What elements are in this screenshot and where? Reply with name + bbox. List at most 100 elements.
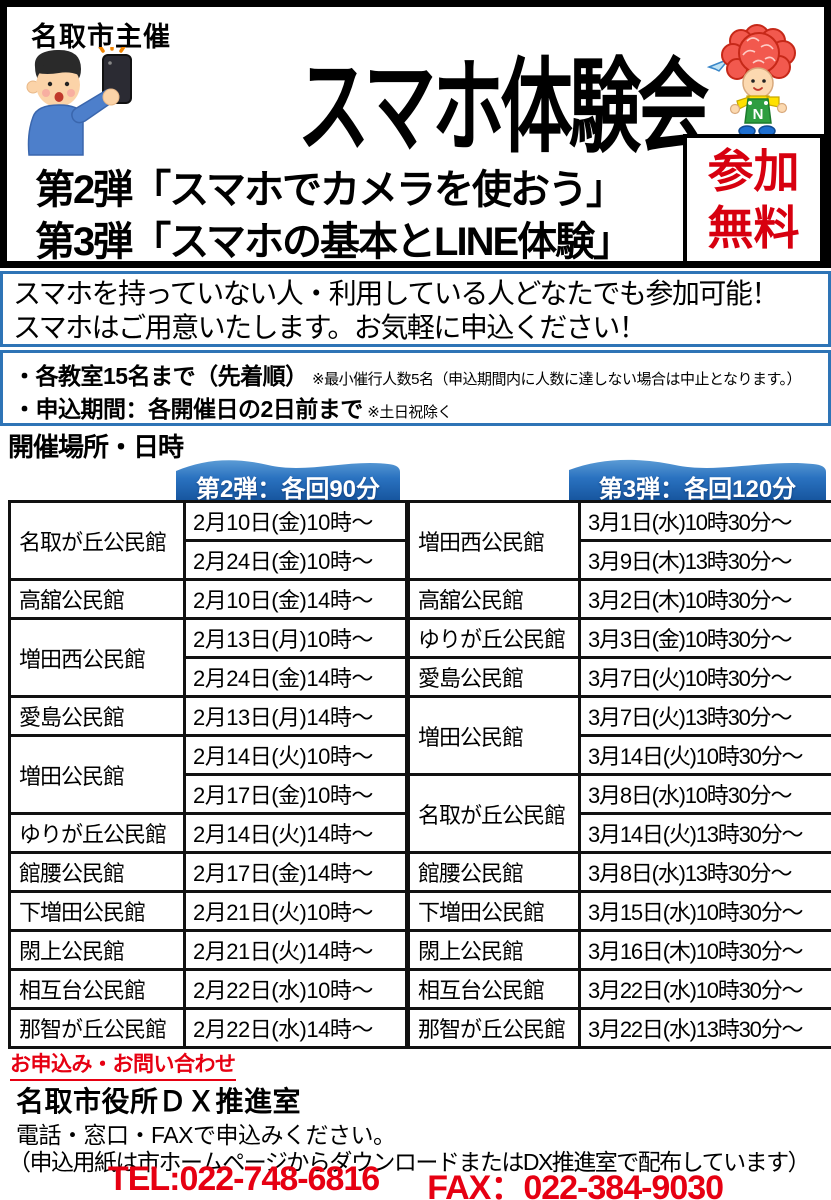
time-cell: 2月10日(金)14時～ (183, 578, 408, 620)
table-row: 下増田公民館 2月21日(火)10時～ (8, 890, 408, 932)
ribbon-wave-shape (176, 460, 400, 500)
time-cell: 2月14日(火)10時～ (183, 734, 408, 776)
table-row: 愛島公民館 3月7日(火)10時30分～ (407, 656, 831, 698)
schedule-heading: 開催場所・日時 (8, 432, 184, 462)
fax-number: FAX：022-384-9030 (427, 1160, 724, 1200)
location-cell: 館腰公民館 (407, 851, 581, 893)
time-cell: 3月15日(水)10時30分～ (578, 890, 831, 932)
time-cell: 3月3日(金)10時30分～ (578, 617, 831, 659)
table-row: 増田西公民館 3月1日(水)10時30分～ (407, 500, 831, 581)
location-cell: 下増田公民館 (8, 890, 186, 932)
session2-schedule-table: 名取が丘公民館 2月10日(金)10時～ 2月24日(金)10時～ 高舘公民館 2月10… (8, 500, 408, 1049)
ribbon-wave-shape (569, 459, 826, 500)
table-row: 相互台公民館 3月22日(水)10時30分～ (407, 968, 831, 1010)
time-cell: 2月10日(金)10時～ (183, 500, 408, 542)
session2-ribbon-label: 第2弾：各回90分 (195, 476, 381, 503)
location-cell: 名取が丘公民館 (8, 500, 186, 581)
table-row: 閖上公民館 2月21日(火)14時～ (8, 929, 408, 971)
location-cell: ゆりが丘公民館 (8, 812, 186, 854)
table-row: 3月9日(木)13時30分～ (409, 539, 831, 581)
subtitle-session3: 第3弾「スマホの基本とLINE体験」 (35, 220, 633, 264)
location-cell: 那智が丘公民館 (407, 1007, 581, 1049)
table-row: 館腰公民館 2月17日(金)14時～ (8, 851, 408, 893)
time-cell: 2月14日(火)14時～ (183, 812, 408, 854)
time-cell: 3月7日(火)13時30分～ (578, 695, 831, 737)
time-cell: 2月24日(金)10時～ (183, 539, 408, 581)
time-cell: 2月17日(金)10時～ (183, 773, 408, 815)
table-row: 増田西公民館 2月13日(月)10時～ (8, 617, 408, 698)
session2-ribbon: 第2弾：各回90分 (176, 456, 400, 503)
time-cell: 2月13日(月)14時～ (183, 695, 408, 737)
table-row: 2月24日(金)10時～ (10, 539, 408, 581)
location-cell: 増田西公民館 (407, 500, 581, 581)
time-cell: 3月14日(火)10時30分～ (578, 734, 831, 776)
table-row: 下増田公民館 3月15日(水)10時30分～ (407, 890, 831, 932)
contact-form-note: （申込用紙は市ホームページからダウンロードまたはDX推進室で配布しています） (8, 1149, 811, 1175)
table-row: 3月14日(火)13時30分～ (409, 812, 831, 854)
time-cell: 2月22日(水)14時～ (183, 1007, 408, 1049)
time-cell: 3月8日(水)13時30分～ (578, 851, 831, 893)
table-row: 増田公民館 3月7日(火)13時30分～ (407, 695, 831, 776)
location-cell: 館腰公民館 (8, 851, 186, 893)
table-row: 那智が丘公民館 2月22日(水)14時～ (8, 1007, 408, 1049)
table-row: 2月17日(金)10時～ (10, 773, 408, 815)
time-cell: 2月24日(金)14時～ (183, 656, 408, 698)
session3-ribbon: 第3弾：各回120分 (569, 456, 826, 503)
location-cell: 閖上公民館 (407, 929, 581, 971)
location-cell: 相互台公民館 (8, 968, 186, 1010)
location-cell: 増田公民館 (407, 695, 581, 776)
time-cell: 3月16日(木)10時30分～ (578, 929, 831, 971)
time-cell: 3月9日(木)13時30分～ (578, 539, 831, 581)
contact-office-name: 名取市役所ＤＸ推進室 (16, 1086, 302, 1117)
contact-heading: お申込み・お問い合わせ (10, 1048, 236, 1081)
deadline-text: ・申込期間：各開催日の2日前まで (13, 395, 363, 422)
subtitle-session2: 第2弾「スマホでカメラを使おう」 (35, 168, 626, 212)
table-row: 3月14日(火)10時30分～ (409, 734, 831, 776)
time-cell: 3月14日(火)13時30分～ (578, 812, 831, 854)
notice-line2: スマホはご用意いたします。お気軽に申込ください！ (13, 311, 647, 343)
time-cell: 2月21日(火)10時～ (183, 890, 408, 932)
carnation-mascot-illustration: N (706, 24, 796, 137)
time-cell: 2月13日(月)10時～ (183, 617, 408, 659)
session3-schedule-table: 増田西公民館 3月1日(水)10時30分～ 3月9日(木)13時30分～ 高舘公民館 3… (407, 500, 831, 1049)
location-cell: 増田西公民館 (8, 617, 186, 698)
time-cell: 3月8日(水)10時30分～ (578, 773, 831, 815)
location-cell: 高舘公民館 (407, 578, 581, 620)
location-cell: 相互台公民館 (407, 968, 581, 1010)
deadline-note: ※土日祝除く (367, 403, 452, 421)
table-row: 増田公民館 2月14日(火)10時～ (8, 734, 408, 815)
time-cell: 3月7日(火)10時30分～ (578, 656, 831, 698)
table-row: 愛島公民館 2月13日(月)14時～ (8, 695, 408, 737)
location-cell: 閖上公民館 (8, 929, 186, 971)
capacity-note: ※最小催行人数5名（申込期間内に人数に達しない場合は中止となります。） (312, 371, 802, 388)
table-row: 名取が丘公民館 2月10日(金)10時～ (8, 500, 408, 581)
time-cell: 3月22日(水)10時30分～ (578, 968, 831, 1010)
table-row: 2月24日(金)14時～ (10, 656, 408, 698)
session3-ribbon-label: 第3弾：各回120分 (598, 476, 797, 503)
location-cell: 名取が丘公民館 (407, 773, 581, 854)
participation-notice-box: スマホを持っていない人・利用している人どなたでも参加可能！ スマホはご用意いたし… (0, 271, 831, 347)
table-row: 那智が丘公民館 3月22日(水)13時30分～ (407, 1007, 831, 1049)
location-cell: 那智が丘公民館 (8, 1007, 186, 1049)
time-cell: 3月2日(木)10時30分～ (578, 578, 831, 620)
table-row: ゆりが丘公民館 3月3日(金)10時30分～ (407, 617, 831, 659)
notice-line1: スマホを持っていない人・利用している人どなたでも参加可能！ (13, 278, 779, 309)
svg-text:N: N (753, 106, 764, 123)
location-cell: 高舘公民館 (8, 578, 186, 620)
free-badge-line1: 参加 (707, 145, 800, 198)
location-cell: 下増田公民館 (407, 890, 581, 932)
table-row: 名取が丘公民館 3月8日(水)10時30分～ (407, 773, 831, 854)
location-cell: 愛島公民館 (8, 695, 186, 737)
table-row: 館腰公民館 3月8日(水)13時30分～ (407, 851, 831, 893)
table-row: 相互台公民館 2月22日(水)10時～ (8, 968, 408, 1010)
time-cell: 2月22日(水)10時～ (183, 968, 408, 1010)
capacity-text: ・各教室15名まで（先着順） (13, 363, 308, 389)
location-cell: 増田公民館 (8, 734, 186, 815)
time-cell: 3月22日(水)13時30分～ (578, 1007, 831, 1049)
contact-numbers: TEL:022-748-6816 FAX：022-384-9030 (0, 1160, 831, 1200)
table-row: 高舘公民館 3月2日(木)10時30分～ (407, 578, 831, 620)
time-cell: 2月21日(火)14時～ (183, 929, 408, 971)
tel-number: TEL:022-748-6816 (108, 1160, 380, 1200)
table-row: ゆりが丘公民館 2月14日(火)14時～ (8, 812, 408, 854)
